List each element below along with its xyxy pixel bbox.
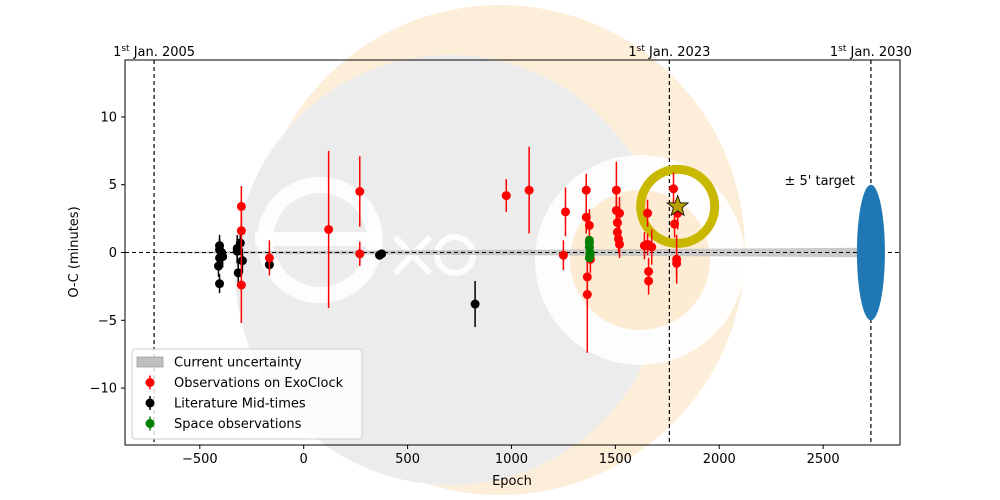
x-tick-label: 1500 <box>599 452 632 467</box>
literature-point <box>218 252 228 262</box>
literature-point <box>470 299 480 309</box>
legend-label-space: Space observations <box>174 417 302 432</box>
exoclock-point <box>581 185 591 195</box>
legend-swatch-space <box>145 419 155 428</box>
exoclock-point <box>581 212 591 222</box>
literature-point <box>235 238 245 248</box>
exoclock-point <box>236 226 246 236</box>
y-axis-label: O-C (minutes) <box>67 206 82 297</box>
exoclock-point <box>647 242 657 252</box>
y-tick-label: −10 <box>90 382 117 397</box>
exoclock-point <box>582 290 592 300</box>
exoclock-point <box>615 239 625 249</box>
exoclock-point <box>236 280 246 290</box>
literature-point <box>377 249 387 259</box>
next-event-star <box>666 194 690 217</box>
date-marker-label: 1st Jan. 2005 <box>113 44 195 60</box>
x-tick-label: 1000 <box>495 452 528 467</box>
y-tick-label: −5 <box>98 314 117 329</box>
y-tick-label: 10 <box>100 110 117 125</box>
literature-point <box>215 279 225 289</box>
exoclock-point <box>355 186 365 196</box>
exoclock-point <box>643 208 653 218</box>
x-axis-label: Epoch <box>492 474 532 489</box>
exoclock-point <box>355 249 365 259</box>
exoclock-point <box>584 220 594 230</box>
legend-swatch-uncertainty <box>136 356 164 368</box>
x-tick-label: −500 <box>182 452 218 467</box>
exoclock-point <box>670 219 680 229</box>
exoclock-point <box>324 224 334 234</box>
legend-label-literature: Literature Mid-times <box>174 397 306 412</box>
y-tick-label: 0 <box>109 246 117 261</box>
date-marker-label: 1st Jan. 2030 <box>830 44 912 60</box>
exoclock-point <box>501 191 511 201</box>
legend-swatch-literature <box>145 398 155 408</box>
literature-point <box>213 261 223 271</box>
exoclock-point <box>524 185 534 195</box>
exoclock-point <box>582 272 592 282</box>
target-ellipse <box>856 184 885 321</box>
x-tick-label: 2000 <box>703 452 736 467</box>
exoclock-point <box>611 185 621 195</box>
x-tick-label: 2500 <box>807 452 840 467</box>
legend-box <box>131 348 363 440</box>
exoclock-point <box>560 207 570 217</box>
literature-point <box>232 246 242 256</box>
x-tick-label: 0 <box>300 452 308 467</box>
legend-label-uncertainty: Current uncertainty <box>174 356 302 371</box>
date-marker-label: 1st Jan. 2023 <box>628 44 710 60</box>
literature-point <box>237 256 247 266</box>
exoclock-point <box>672 258 682 268</box>
next-event-ring <box>636 164 720 248</box>
exoclock-point <box>236 201 246 211</box>
legend: Current uncertainty Observations on ExoCl… <box>131 348 363 440</box>
legend-swatch-exoclock <box>145 378 155 387</box>
exoclock-point <box>558 250 568 260</box>
y-tick-label: 5 <box>109 178 117 193</box>
legend-label-exoclock: Observations on ExoClock <box>174 376 344 391</box>
target-label: ± 5' target <box>784 174 855 189</box>
exoclock-point <box>644 276 654 286</box>
x-tick-label: 500 <box>395 452 420 467</box>
exoclock-point <box>669 184 679 194</box>
space-point <box>584 253 594 263</box>
exoclock-point <box>264 253 274 263</box>
literature-point <box>233 268 243 278</box>
exoclock-point <box>615 208 625 218</box>
